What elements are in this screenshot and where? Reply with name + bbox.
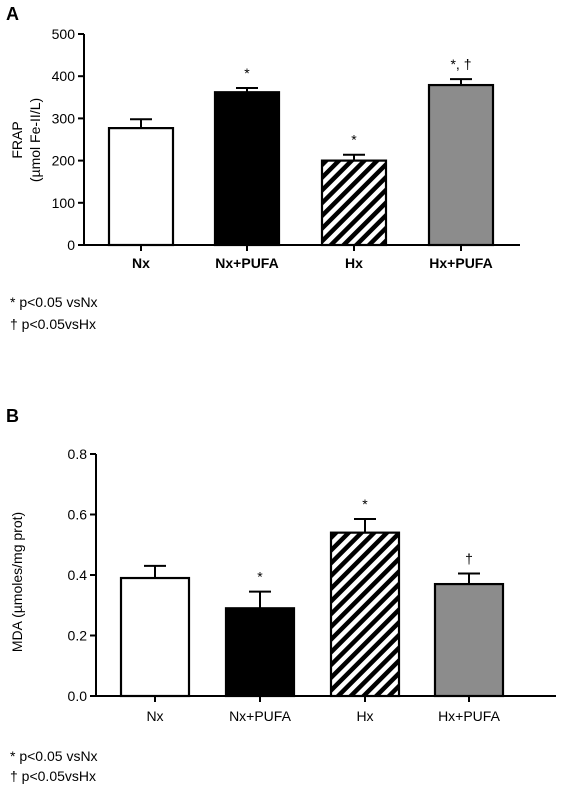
panel-b-bar-nx-pufa xyxy=(224,607,296,698)
panel-a-y-tick-label: 500 xyxy=(52,26,76,42)
panel-b-category-label-hx-pufa: Hx+PUFA xyxy=(438,708,501,724)
panel-b-bar-hx xyxy=(329,531,401,698)
panel-a-category-label-nx-pufa: Nx+PUFA xyxy=(215,255,278,271)
panel-b-y-tick-label: 0.2 xyxy=(68,628,88,644)
panel-a-significance-nx-pufa: * xyxy=(244,65,250,81)
panel-b-bar-nx xyxy=(119,576,191,698)
panel-a-category-label-hx: Hx xyxy=(345,255,363,271)
chart-panel-b: B 0.0 0.2 0.4 0.6 0.8 MDA (µmoles/mg prot) Nx Nx… xyxy=(6,406,556,724)
panel-b-y-tick-label: 0.4 xyxy=(68,567,88,583)
panel-a-significance-hx: * xyxy=(351,132,357,148)
footnote-b-1: * p<0.05 vsNx xyxy=(10,748,98,764)
panel-a-letter: A xyxy=(6,4,19,24)
footnote-a-2: † p<0.05vsHx xyxy=(10,316,96,332)
footnote-b-2: † p<0.05vsHx xyxy=(10,768,96,784)
chart-panel-a: A 0 100 200 300 400 500 FRAP (µmol Fe-II/L) Nx Nx+… xyxy=(6,4,520,271)
panel-b-y-tick-label: 0.6 xyxy=(68,507,88,523)
panel-b-significance-nx-pufa: * xyxy=(257,569,263,585)
panel-b-category-label-nx: Nx xyxy=(146,708,163,724)
panel-a-y-tick-label: 0 xyxy=(67,237,75,253)
panel-a-bar-nx xyxy=(107,127,175,247)
panel-a-y-tick-label: 200 xyxy=(52,153,76,169)
panel-a-bar-hx-pufa xyxy=(427,83,495,247)
panel-a-y-tick-label: 300 xyxy=(52,110,76,126)
panel-a-significance-hx-pufa: *, † xyxy=(450,56,471,72)
panel-b-y-tick-label: 0.0 xyxy=(68,688,88,704)
panel-b-y-tick-label: 0.8 xyxy=(68,446,88,462)
panel-a-y-tick-label: 400 xyxy=(52,68,76,84)
panel-a-bar-nx-pufa xyxy=(213,91,281,247)
panel-b-category-label-nx-pufa: Nx+PUFA xyxy=(229,708,292,724)
panel-b-significance-hx: * xyxy=(362,496,368,512)
panel-a-category-label-nx: Nx xyxy=(132,255,150,271)
panel-a-category-label-hx-pufa: Hx+PUFA xyxy=(429,255,492,271)
panel-b-bar-hx-pufa xyxy=(433,582,505,698)
panel-a-y-axis-label: (µmol Fe-II/L) xyxy=(27,98,43,182)
panel-b-significance-hx-pufa: † xyxy=(465,550,473,566)
panel-a-bar-hx xyxy=(320,159,388,247)
panel-a-y-axis-label: FRAP xyxy=(9,121,25,158)
panel-b-letter: B xyxy=(6,406,19,426)
panel-a-y-tick-label: 100 xyxy=(52,195,76,211)
panel-b-category-label-hx: Hx xyxy=(356,708,373,724)
footnote-a-1: * p<0.05 vsNx xyxy=(10,294,98,310)
panel-b-y-axis-label: MDA (µmoles/mg prot) xyxy=(9,512,25,652)
